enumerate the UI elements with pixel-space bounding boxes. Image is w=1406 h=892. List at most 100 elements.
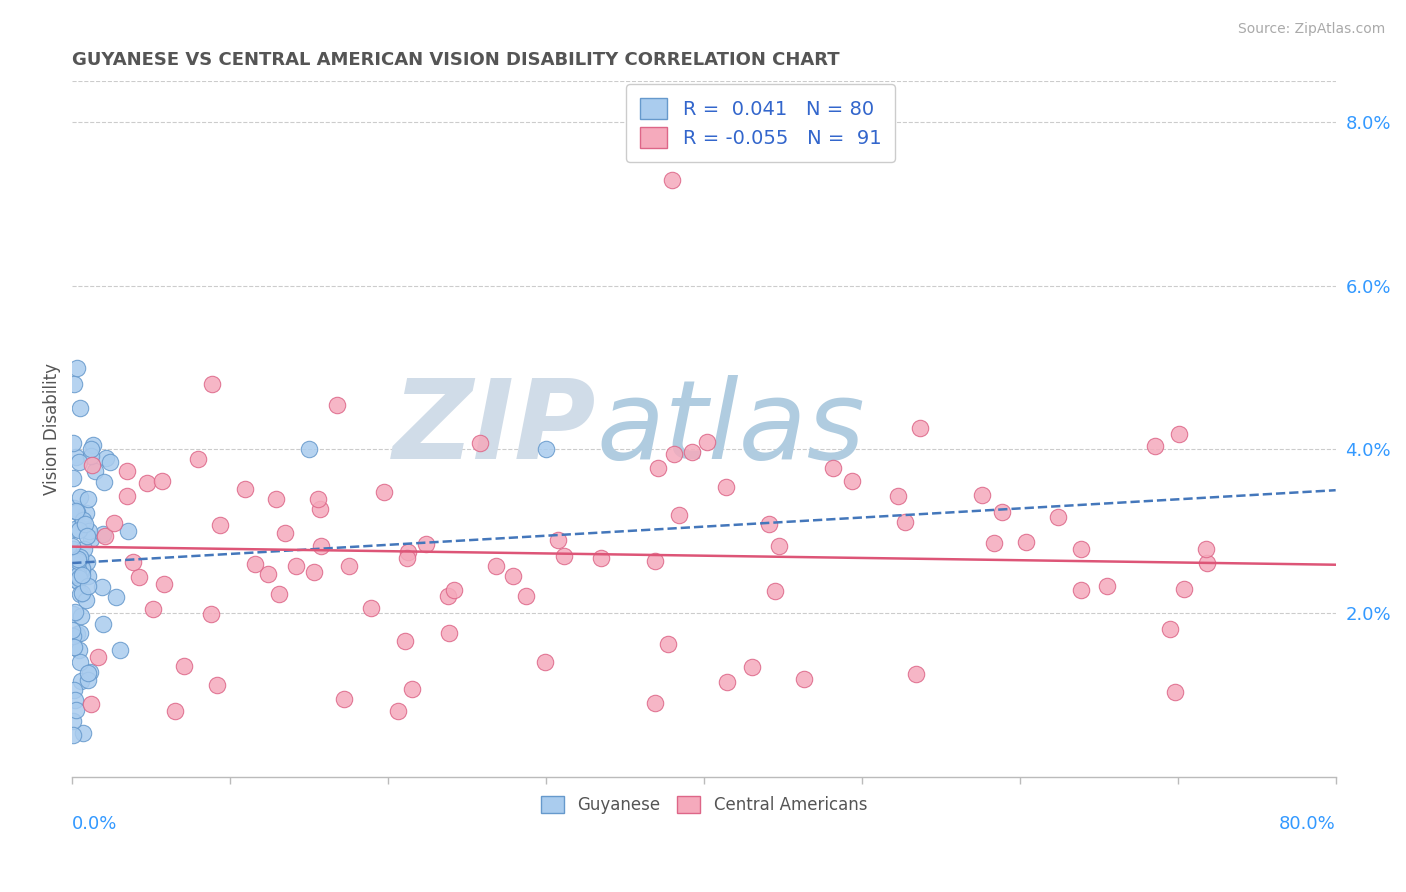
Point xyxy=(79,665,101,679)
Point xyxy=(696,435,718,450)
Point xyxy=(309,539,332,553)
Point xyxy=(98,455,121,469)
Point xyxy=(62,728,84,742)
Point xyxy=(60,623,83,637)
Point xyxy=(274,526,297,541)
Point xyxy=(553,549,575,564)
Point xyxy=(67,574,90,588)
Point xyxy=(79,524,101,539)
Point xyxy=(394,633,416,648)
Point xyxy=(360,601,382,615)
Point xyxy=(644,554,666,568)
Point xyxy=(307,492,329,507)
Point xyxy=(115,489,138,503)
Point xyxy=(65,627,87,641)
Point xyxy=(337,559,360,574)
Point xyxy=(150,475,173,489)
Point xyxy=(257,566,280,581)
Point xyxy=(122,555,145,569)
Point xyxy=(741,660,763,674)
Point xyxy=(82,437,104,451)
Point xyxy=(142,602,165,616)
Point xyxy=(117,524,139,539)
Point xyxy=(67,571,90,585)
Point xyxy=(886,489,908,503)
Point xyxy=(647,461,669,475)
Point xyxy=(75,592,97,607)
Point xyxy=(62,629,84,643)
Point xyxy=(76,673,98,687)
Point xyxy=(716,675,738,690)
Text: Source: ZipAtlas.com: Source: ZipAtlas.com xyxy=(1237,22,1385,37)
Point xyxy=(70,561,93,575)
Point xyxy=(69,549,91,564)
Text: GUYANESE VS CENTRAL AMERICAN VISION DISABILITY CORRELATION CHART: GUYANESE VS CENTRAL AMERICAN VISION DISA… xyxy=(72,51,839,69)
Point xyxy=(284,558,307,573)
Point xyxy=(66,360,89,375)
Point xyxy=(714,480,737,494)
Point xyxy=(77,491,100,506)
Point xyxy=(60,539,83,553)
Point xyxy=(80,697,103,711)
Point xyxy=(62,376,84,391)
Point xyxy=(264,492,287,507)
Point xyxy=(387,704,409,718)
Point xyxy=(136,476,159,491)
Point xyxy=(373,484,395,499)
Point xyxy=(163,704,186,718)
Point xyxy=(128,570,150,584)
Point xyxy=(117,464,139,478)
Point xyxy=(82,458,104,472)
Point xyxy=(62,436,84,450)
Point xyxy=(681,444,703,458)
Point xyxy=(67,455,90,469)
Point xyxy=(1195,541,1218,556)
Point xyxy=(62,640,84,655)
Point xyxy=(443,582,465,597)
Point xyxy=(73,541,96,556)
Point xyxy=(76,579,98,593)
Point xyxy=(63,500,86,515)
Point xyxy=(63,683,86,698)
Point xyxy=(207,678,229,692)
Point xyxy=(972,488,994,502)
Point xyxy=(91,580,114,594)
Point xyxy=(233,482,256,496)
Point xyxy=(84,464,107,478)
Point xyxy=(333,692,356,706)
Point xyxy=(65,568,87,582)
Text: 80.0%: 80.0% xyxy=(1279,815,1336,833)
Point xyxy=(396,544,419,558)
Point xyxy=(768,539,790,553)
Point xyxy=(200,607,222,621)
Point xyxy=(298,442,321,457)
Point xyxy=(534,655,557,669)
Point xyxy=(62,542,84,557)
Point xyxy=(904,666,927,681)
Point xyxy=(534,442,557,457)
Point xyxy=(69,655,91,669)
Point xyxy=(485,559,508,574)
Point xyxy=(1015,535,1038,549)
Point xyxy=(1197,556,1219,570)
Legend: Guyanese, Central Americans: Guyanese, Central Americans xyxy=(534,789,875,821)
Point xyxy=(308,501,330,516)
Point xyxy=(821,460,844,475)
Point xyxy=(69,609,91,624)
Y-axis label: Vision Disability: Vision Disability xyxy=(44,363,60,495)
Point xyxy=(76,529,98,543)
Point xyxy=(65,450,87,465)
Point xyxy=(69,401,91,415)
Point xyxy=(668,508,690,523)
Point xyxy=(91,617,114,632)
Point xyxy=(62,714,84,729)
Point xyxy=(1173,582,1195,596)
Point xyxy=(245,557,267,571)
Point xyxy=(93,475,115,490)
Point xyxy=(69,558,91,572)
Point xyxy=(75,506,97,520)
Point xyxy=(326,398,349,412)
Point xyxy=(73,516,96,531)
Point xyxy=(65,693,87,707)
Point xyxy=(153,577,176,591)
